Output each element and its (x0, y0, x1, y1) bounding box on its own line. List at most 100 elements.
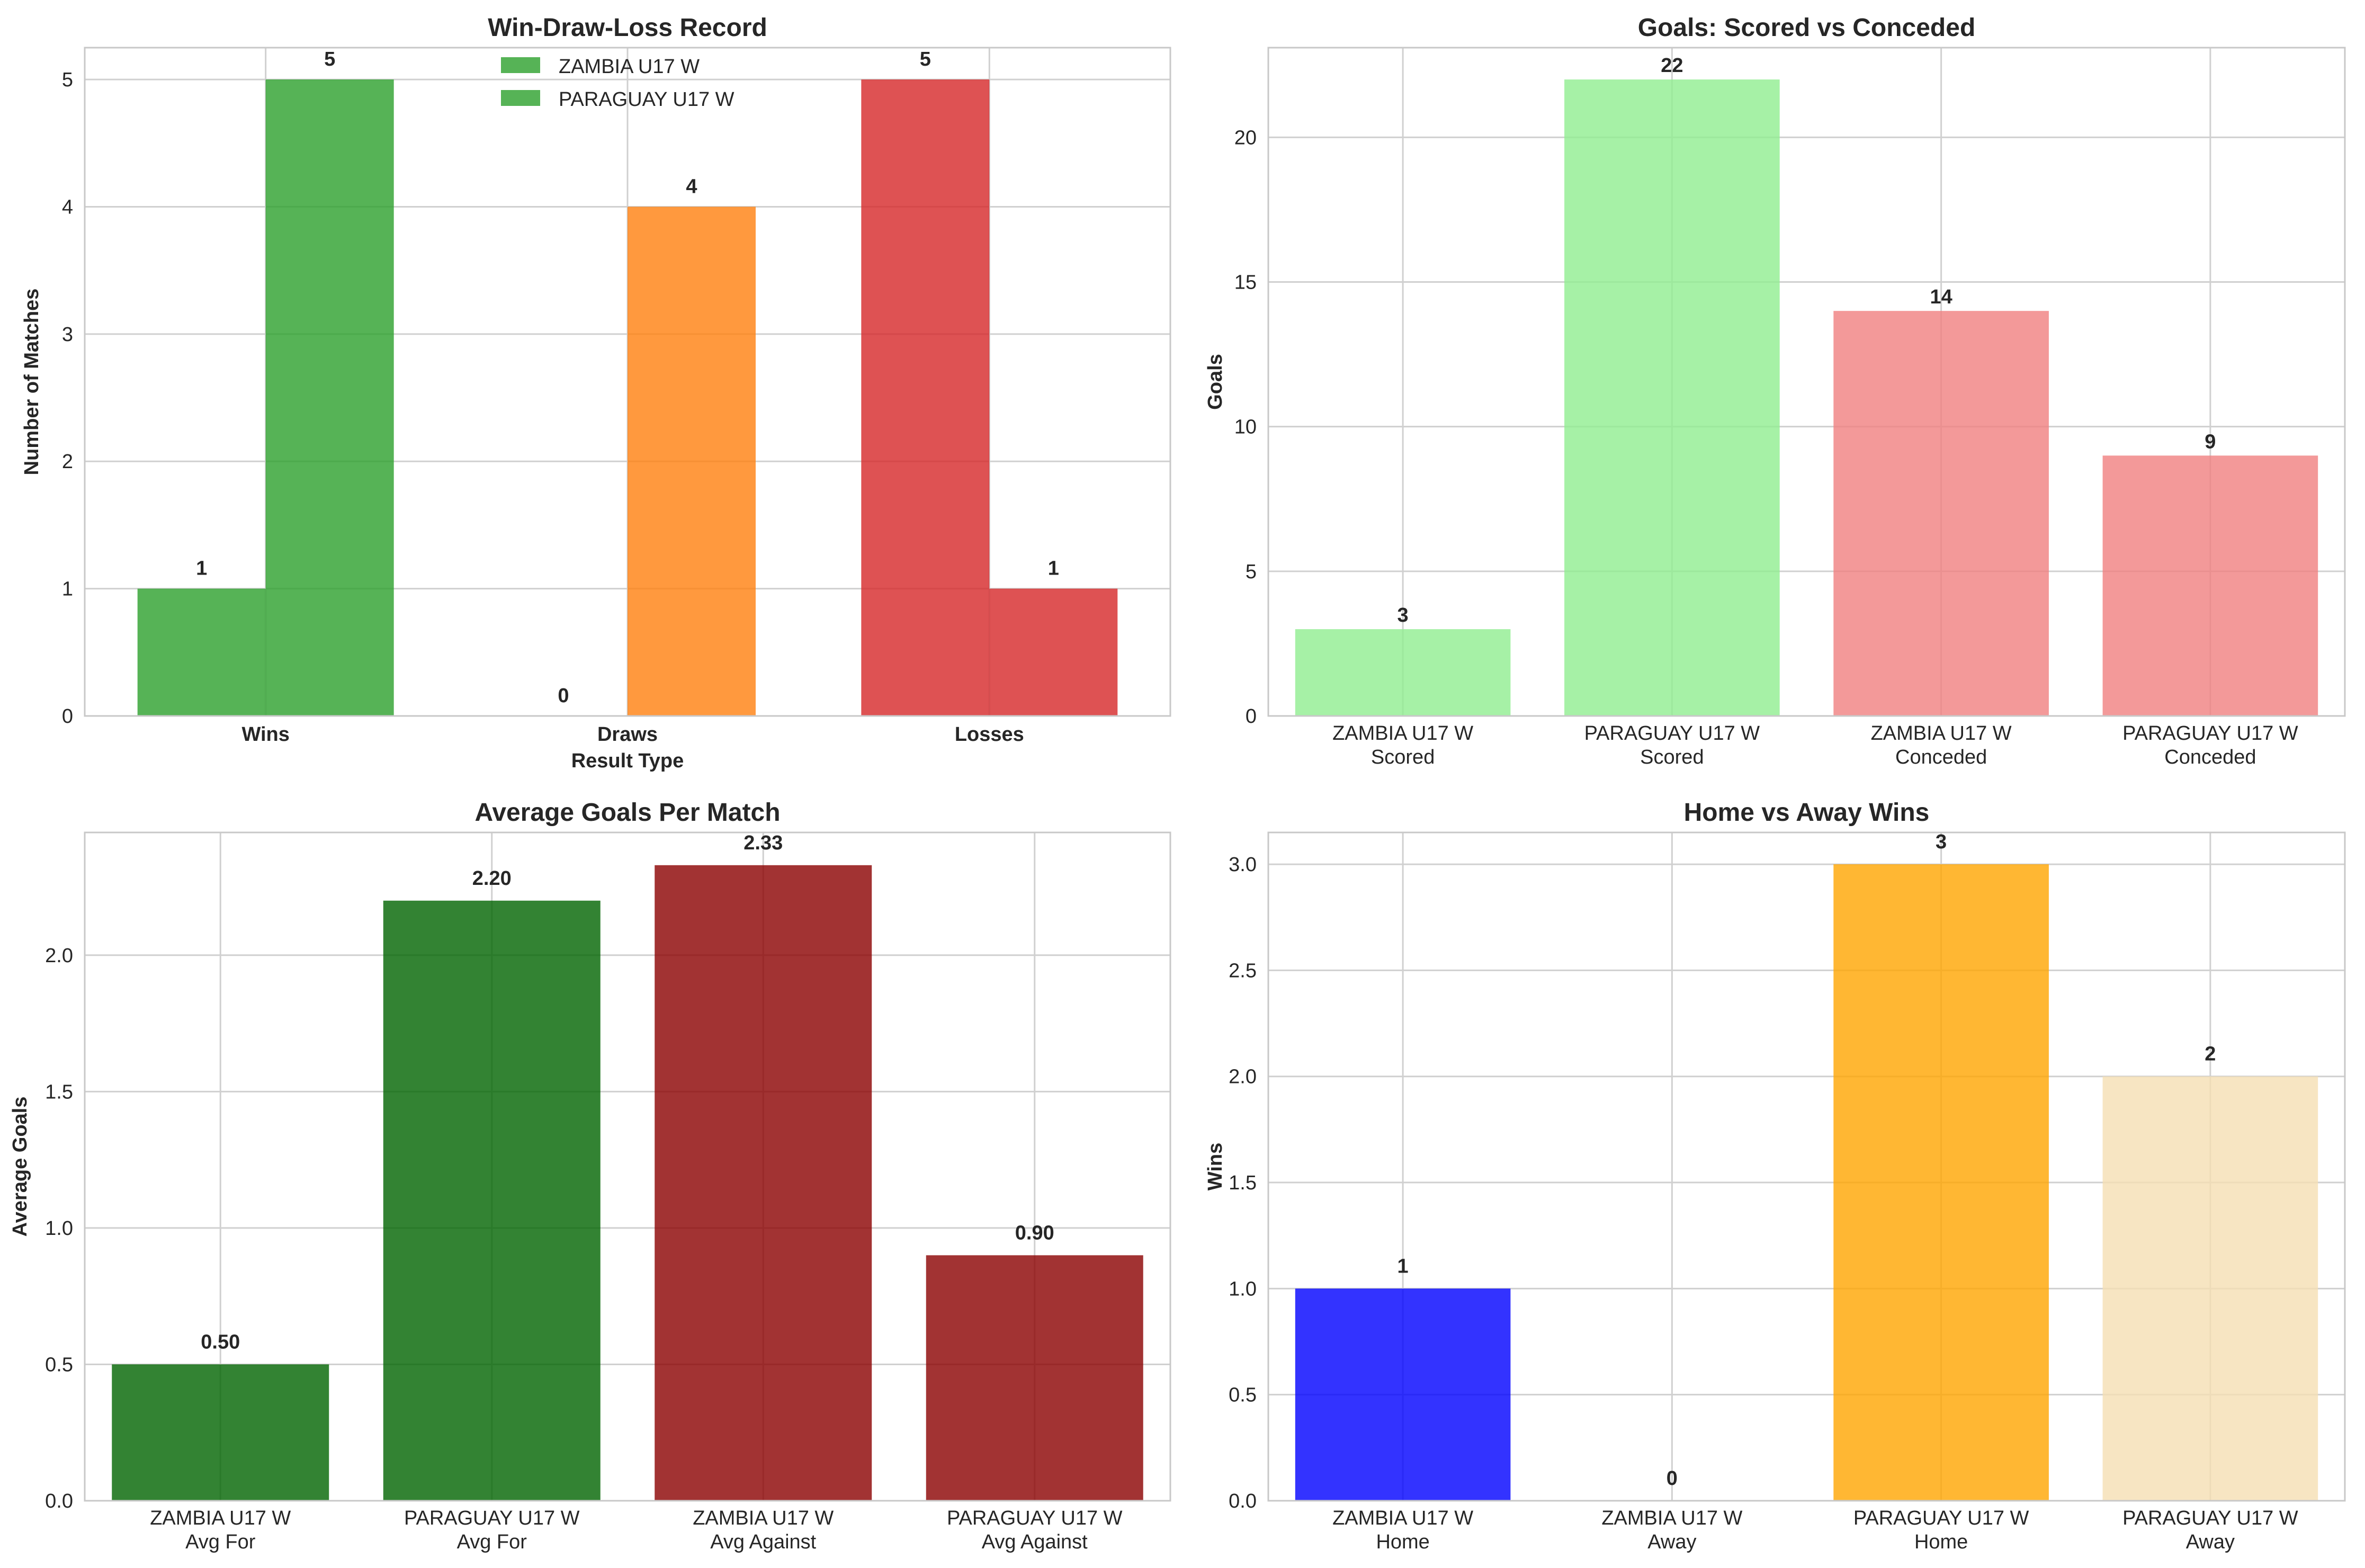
bar (112, 1364, 329, 1501)
chart-panel-4: 0.0 0.5 1.0 1.5 2.0 2.5 3.0 Home vs Away Wins Wi… (1204, 799, 2346, 1553)
chart-panel-1: 0 1 2 3 4 5 Win-Draw-Loss Record Number of Matc… (21, 14, 1171, 772)
bar-zambia-losses (861, 79, 990, 716)
y-tick-label: 0.0 (45, 1490, 73, 1512)
data-label: 2 (2205, 1043, 2216, 1065)
chart-panel-3: 0.0 0.5 1.0 1.5 2.0 Average Goals Per Match Av… (9, 799, 1171, 1553)
legend-label: PARAGUAY U17 W (559, 88, 734, 111)
bar (926, 1255, 1143, 1501)
y-tick-label: 0 (1246, 705, 1257, 728)
bar-paraguay-losses (989, 588, 1118, 716)
data-label: 0.90 (1015, 1222, 1054, 1244)
data-label: 14 (1930, 286, 1952, 308)
x-tick-line-1: ZAMBIA U17 W (693, 1507, 834, 1529)
chart-title: Win-Draw-Loss Record (488, 14, 767, 42)
data-label: 5 (920, 48, 931, 70)
x-tick-line-1: PARAGUAY U17 W (947, 1507, 1123, 1529)
data-label: 0.50 (201, 1331, 240, 1353)
y-axis-label: Average Goals (9, 1097, 31, 1237)
data-label: 1 (196, 558, 207, 580)
bar (1295, 1288, 1511, 1501)
x-tick-line-2: Avg Against (982, 1531, 1088, 1553)
x-tick-line-2: Scored (1371, 746, 1435, 768)
chart-title: Average Goals Per Match (474, 799, 780, 827)
x-tick-label: Draws (597, 723, 658, 746)
data-label: 5 (324, 48, 335, 70)
legend: ZAMBIA U17 W PARAGUAY U17 W (501, 56, 734, 111)
y-tick-label: 2.0 (1229, 1066, 1257, 1088)
x-tick-label: Wins (241, 723, 289, 746)
x-tick-line-1: ZAMBIA U17 W (150, 1507, 291, 1529)
y-tick-label: 5 (62, 69, 73, 91)
y-tick-label: 15 (1234, 272, 1257, 294)
x-tick-line-2: Avg For (185, 1531, 256, 1553)
chart-panel-2: 0 5 10 15 20 Goals: Scored vs Conceded Goals 3 Z… (1204, 14, 2346, 768)
x-axis-label: Result Type (571, 750, 684, 772)
bar (655, 865, 872, 1501)
y-tick-label: 0 (62, 705, 73, 728)
y-tick-label: 0.0 (1229, 1490, 1257, 1512)
x-tick-line-1: PARAGUAY U17 W (2122, 722, 2298, 745)
data-label: 9 (2205, 431, 2216, 453)
y-tick-label: 4 (62, 196, 73, 218)
legend-label: ZAMBIA U17 W (559, 56, 700, 78)
y-tick-label: 10 (1234, 416, 1257, 438)
x-tick-line-1: PARAGUAY U17 W (1584, 722, 1760, 745)
x-tick-line-2: Scored (1640, 746, 1704, 768)
y-tick-label: 1.0 (45, 1217, 73, 1240)
data-label: 22 (1661, 55, 1683, 77)
bar-paraguay-draws (628, 207, 756, 716)
x-tick-line-1: ZAMBIA U17 W (1871, 722, 2012, 745)
legend-swatch (501, 90, 540, 106)
bar (2102, 1076, 2318, 1501)
bar (1833, 311, 2049, 716)
bar (383, 900, 601, 1501)
x-tick-line-1: PARAGUAY U17 W (2122, 1507, 2298, 1529)
axes-frame (1267, 47, 2346, 717)
y-tick-label: 5 (1246, 561, 1257, 583)
data-label: 3 (1936, 831, 1947, 853)
x-tick-line-1: PARAGUAY U17 W (404, 1507, 580, 1529)
y-tick-label: 1.5 (45, 1081, 73, 1103)
x-tick-line-1: ZAMBIA U17 W (1332, 722, 1473, 745)
x-tick-line-2: Avg For (457, 1531, 527, 1553)
bar-paraguay-wins (265, 79, 394, 716)
data-label: 1 (1048, 558, 1059, 580)
data-label: 0 (1667, 1467, 1678, 1490)
y-tick-label: 1 (62, 578, 73, 601)
data-label: 0 (558, 685, 569, 707)
x-tick-line-1: ZAMBIA U17 W (1332, 1507, 1473, 1529)
y-tick-label: 2.5 (1229, 960, 1257, 982)
y-tick-label: 2 (62, 451, 73, 473)
chart-title: Home vs Away Wins (1684, 799, 1930, 827)
y-axis-label: Goals (1204, 354, 1226, 410)
data-label: 3 (1398, 604, 1409, 626)
x-tick-line-2: Conceded (1895, 746, 1987, 768)
y-tick-label: 1.5 (1229, 1172, 1257, 1194)
x-tick-line-1: PARAGUAY U17 W (1853, 1507, 2029, 1529)
axes-frame (84, 47, 1171, 717)
x-tick-line-1: ZAMBIA U17 W (1601, 1507, 1742, 1529)
bar (2102, 455, 2318, 716)
y-axis-label: Wins (1204, 1143, 1226, 1190)
x-tick-line-2: Avg Against (710, 1531, 816, 1553)
legend-swatch (501, 57, 540, 73)
axes-frame (84, 831, 1171, 1502)
x-tick-line-2: Home (1914, 1531, 1968, 1553)
x-tick-line-2: Home (1376, 1531, 1429, 1553)
y-tick-label: 0.5 (45, 1354, 73, 1376)
y-tick-label: 3 (62, 324, 73, 346)
bar (1564, 79, 1780, 716)
y-tick-label: 2.0 (45, 945, 73, 967)
